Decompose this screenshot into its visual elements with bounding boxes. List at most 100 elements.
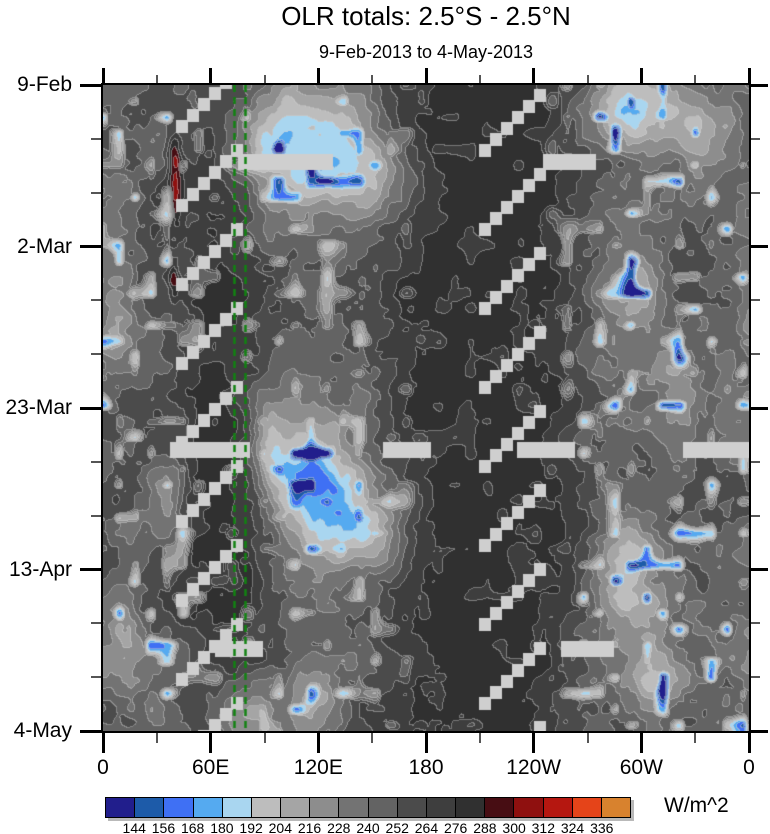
- y-minor-tick: [91, 191, 101, 194]
- plot-area: [101, 83, 751, 733]
- y-minor-tick: [91, 622, 101, 625]
- x-minor-tick: [478, 733, 481, 743]
- y-minor-tick-right: [751, 353, 760, 356]
- colorbar-cell: [367, 797, 398, 818]
- x-minor-tick-top: [371, 75, 374, 83]
- x-minor-tick-top: [478, 75, 481, 83]
- colorbar-cell: [571, 797, 602, 818]
- x-tick-label: 60E: [191, 756, 230, 779]
- x-major-tick-top: [316, 68, 320, 83]
- x-tick-label: 0: [97, 756, 109, 779]
- x-major-tick: [639, 733, 643, 753]
- colorbar-cell: [600, 797, 632, 818]
- x-major-tick-top: [532, 68, 536, 83]
- x-major-tick-top: [424, 68, 428, 83]
- x-major-tick-top: [209, 68, 213, 83]
- colorbar-tick-label: 288: [473, 820, 497, 834]
- x-major-tick: [532, 733, 536, 753]
- y-minor-tick-right: [751, 676, 760, 679]
- colorbar-tick-label: 252: [385, 820, 409, 834]
- y-major-tick-right: [751, 83, 768, 87]
- colorbar-tick-label: 156: [151, 820, 176, 834]
- colorbar-cell: [192, 797, 223, 818]
- x-minor-tick: [155, 733, 158, 743]
- x-tick-label: 60W: [619, 756, 663, 779]
- colorbar-cell: [484, 797, 515, 818]
- colorbar-tick-label: 324: [560, 820, 585, 834]
- x-major-tick: [316, 733, 320, 753]
- y-major-tick-right: [751, 245, 768, 248]
- chart-subtitle: 9-Feb-2013 to 4-May-2013: [318, 42, 534, 62]
- colorbar-cell: [105, 797, 136, 818]
- x-tick-label: 180: [408, 756, 444, 779]
- colorbar-cell: [134, 797, 165, 818]
- y-major-tick: [80, 406, 101, 410]
- colorbar-tick-label: 144: [122, 820, 146, 834]
- y-major-tick: [80, 245, 101, 248]
- colorbar-tick-label: 216: [297, 820, 322, 834]
- y-tick-label: 2-Mar: [17, 234, 72, 258]
- y-minor-tick-right: [751, 299, 760, 302]
- colorbar-cell: [396, 797, 427, 818]
- colorbar-cell: [542, 797, 573, 818]
- colorbar: [105, 797, 632, 818]
- colorbar-tick-label: 180: [210, 820, 234, 834]
- x-minor-tick: [694, 733, 697, 743]
- y-minor-tick: [91, 514, 101, 517]
- colorbar-cell: [513, 797, 544, 818]
- colorbar-tick-label: 312: [531, 820, 555, 834]
- colorbar-tick-label: 228: [327, 820, 351, 834]
- x-major-tick: [209, 733, 213, 753]
- y-major-tick-right: [751, 406, 768, 410]
- y-minor-tick-right: [751, 137, 760, 140]
- x-major-tick: [424, 733, 428, 753]
- x-major-tick: [101, 733, 105, 753]
- y-minor-tick: [91, 299, 101, 302]
- y-minor-tick: [91, 460, 101, 463]
- y-major-tick: [80, 83, 101, 87]
- colorbar-cell: [309, 797, 340, 818]
- x-minor-tick-top: [586, 75, 589, 83]
- y-minor-tick-right: [751, 622, 760, 625]
- x-minor-tick-top: [694, 75, 697, 83]
- colorbar-tick-label: 300: [502, 820, 526, 834]
- y-major-tick: [80, 729, 101, 733]
- x-tick-label: 120E: [293, 756, 343, 779]
- x-minor-tick-top: [155, 75, 158, 83]
- y-tick-label: 13-Apr: [8, 557, 72, 581]
- colorbar-tick-label: 168: [180, 820, 205, 834]
- y-tick-label: 9-Feb: [17, 73, 72, 96]
- colorbar-cell: [221, 797, 252, 818]
- x-minor-tick: [371, 733, 374, 743]
- y-minor-tick-right: [751, 460, 760, 463]
- colorbar-tick-label: 204: [268, 820, 292, 834]
- x-tick-label: 120W: [506, 756, 562, 779]
- chart-title: OLR totals: 2.5°S - 2.5°N: [281, 1, 571, 31]
- colorbar-cell: [280, 797, 311, 818]
- colorbar-tick-label: 240: [356, 820, 380, 834]
- colorbar-cell: [250, 797, 282, 818]
- x-minor-tick-top: [263, 75, 266, 83]
- x-major-tick-top: [639, 68, 643, 83]
- colorbar-tick-label: 336: [590, 820, 614, 834]
- x-major-tick-top: [747, 68, 751, 83]
- x-major-tick-top: [101, 68, 105, 83]
- colorbar-cell: [338, 797, 369, 818]
- hovmoller-field-canvas: [103, 85, 749, 731]
- y-minor-tick-right: [751, 191, 760, 194]
- y-minor-tick-right: [751, 514, 760, 517]
- y-minor-tick: [91, 676, 101, 679]
- y-minor-tick: [91, 137, 101, 140]
- colorbar-tick-label: 264: [414, 820, 439, 834]
- colorbar-cell: [455, 797, 486, 818]
- y-minor-tick: [91, 353, 101, 356]
- colorbar-cell: [425, 797, 457, 818]
- x-minor-tick: [586, 733, 589, 743]
- y-tick-label: 4-May: [13, 719, 72, 742]
- colorbar-tick-label: 192: [239, 820, 263, 834]
- y-major-tick: [80, 568, 101, 571]
- x-major-tick: [747, 733, 751, 753]
- colorbar-cell: [163, 797, 194, 818]
- x-tick-label: 0: [743, 756, 755, 779]
